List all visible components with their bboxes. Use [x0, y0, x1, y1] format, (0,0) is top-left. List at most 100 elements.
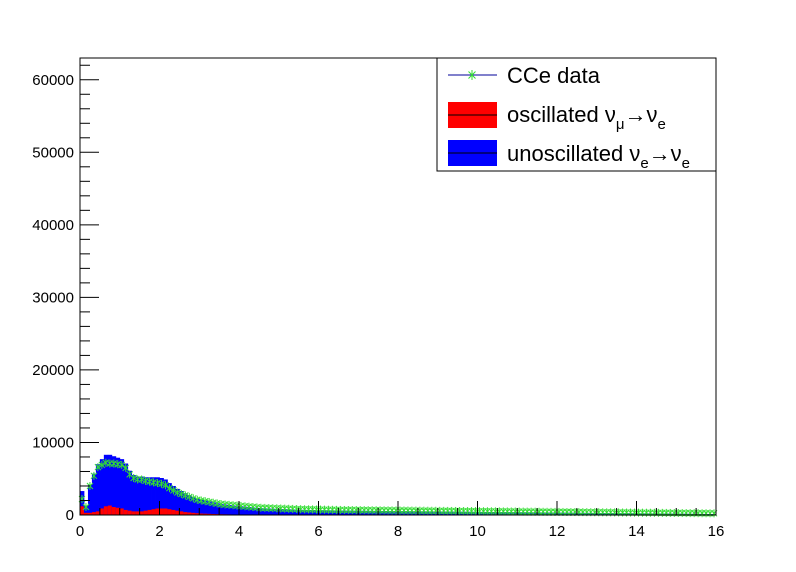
ccedata-point	[98, 460, 106, 469]
oscillated-bar	[183, 512, 188, 515]
oscillated-bar	[171, 509, 176, 515]
oscillated-bar	[159, 508, 164, 515]
oscillated-bar	[99, 508, 105, 515]
unoscillated-bar	[219, 504, 224, 515]
unoscillated-bar	[119, 459, 125, 515]
oscillated-bar	[107, 505, 113, 515]
legend-marker-ccedata	[468, 70, 476, 80]
ccedata-point	[122, 463, 130, 472]
oscillated-bar	[191, 512, 196, 515]
x-tick-label: 2	[155, 523, 163, 540]
y-tick-label: 40000	[32, 217, 74, 234]
x-tick-label: 8	[394, 523, 402, 540]
unoscillated-bar	[250, 507, 256, 515]
unoscillated-bar	[254, 507, 260, 515]
x-axis: 0 2 4 6 8 10 12 14 16	[76, 501, 725, 540]
ccedata-point	[82, 503, 90, 512]
oscillated-bar	[187, 512, 192, 515]
y-tick-label: 10000	[32, 434, 74, 451]
unoscillated-bar	[207, 501, 212, 515]
x-tick-label: 4	[235, 523, 243, 540]
unoscillated-bar	[199, 499, 204, 515]
unoscillated-bar	[246, 507, 252, 515]
x-tick-label: 16	[708, 523, 725, 540]
oscillated-bar	[83, 512, 89, 515]
oscillated-bar	[139, 511, 144, 515]
unoscillated-bar	[239, 506, 244, 515]
unoscillated-bar	[215, 503, 220, 515]
ccedata-point	[162, 481, 169, 490]
unoscillated-bar	[111, 456, 117, 515]
unoscillated-bar	[127, 470, 133, 515]
oscillated-bar	[91, 512, 97, 515]
ccedata-point	[118, 460, 126, 469]
data-markers	[78, 458, 718, 518]
oscillated-bar	[167, 509, 172, 515]
oscillated-bar	[199, 513, 204, 515]
oscillated-bar	[119, 508, 125, 515]
oscillated-bar	[95, 511, 101, 515]
unoscillated-bar	[139, 476, 144, 515]
oscillated-bar	[127, 510, 133, 515]
unoscillated-bar	[163, 479, 168, 515]
unoscillated-bar	[107, 454, 113, 515]
oscillated-bar	[203, 513, 208, 515]
ccedata-point	[158, 479, 165, 488]
unoscillated-bar	[195, 498, 200, 515]
y-tick-label: 0	[66, 507, 74, 524]
unoscillated-bar	[242, 506, 248, 515]
oscillated-bar	[147, 509, 152, 515]
unoscillated-bar	[159, 478, 164, 515]
legend-label-ccedata: CCe data	[507, 63, 601, 88]
unoscillated-bar	[123, 463, 129, 515]
y-tick-label: 60000	[32, 72, 74, 89]
oscillated-bar	[211, 513, 216, 515]
unoscillated-bar	[203, 500, 208, 515]
oscillated-bar	[195, 513, 200, 515]
unoscillated-bar	[99, 459, 105, 515]
ccedata-point	[138, 475, 145, 484]
ccedata-point	[174, 488, 181, 497]
ccedata-point	[178, 489, 185, 498]
oscillated-bar	[115, 507, 121, 515]
unoscillated-bar	[175, 488, 180, 515]
unoscillated-bar	[135, 476, 141, 515]
oscillated-bar	[175, 510, 180, 515]
ccedata-point	[90, 471, 98, 480]
oscillated-bar	[87, 512, 93, 515]
unoscillated-bar	[95, 464, 101, 515]
unoscillated-bar	[211, 502, 216, 515]
oscillated-bar	[163, 508, 168, 515]
unoscillated-bar	[183, 493, 188, 515]
unoscillated-bar	[235, 505, 240, 515]
oscillated-bar	[111, 507, 117, 515]
oscillated-bar	[80, 506, 85, 515]
oscillated-bar	[103, 506, 109, 515]
x-tick-label: 0	[76, 523, 84, 540]
x-tick-label: 14	[628, 523, 645, 540]
unoscillated-bar	[171, 485, 176, 515]
unoscillated-bar	[187, 495, 192, 515]
ccedata-point	[189, 494, 197, 503]
unoscillated-bar	[151, 477, 156, 515]
legend-label-unoscillated: unoscillated νe→νe	[507, 141, 690, 172]
unoscillated-bar	[147, 477, 152, 515]
ccedata-point	[166, 484, 173, 493]
legend: CCe data oscillated νμ→νe unoscillated ν…	[436, 57, 717, 172]
oscillated-bar	[123, 509, 129, 515]
x-tick-label: 6	[314, 523, 322, 540]
oscillated-bar	[155, 508, 160, 515]
ccedata-point	[170, 486, 177, 495]
unoscillated-bar	[91, 473, 97, 515]
unoscillated-bar	[155, 477, 160, 515]
y-tick-label: 30000	[32, 289, 74, 306]
oscillated-bar	[143, 510, 148, 515]
y-tick-label: 50000	[32, 144, 74, 161]
unoscillated-bar	[131, 475, 137, 515]
unoscillated-bar	[191, 496, 196, 515]
ccedata-point	[94, 463, 102, 472]
oscillated-bar	[151, 509, 156, 515]
ccedata-point	[185, 492, 193, 501]
x-tick-label: 12	[549, 523, 566, 540]
